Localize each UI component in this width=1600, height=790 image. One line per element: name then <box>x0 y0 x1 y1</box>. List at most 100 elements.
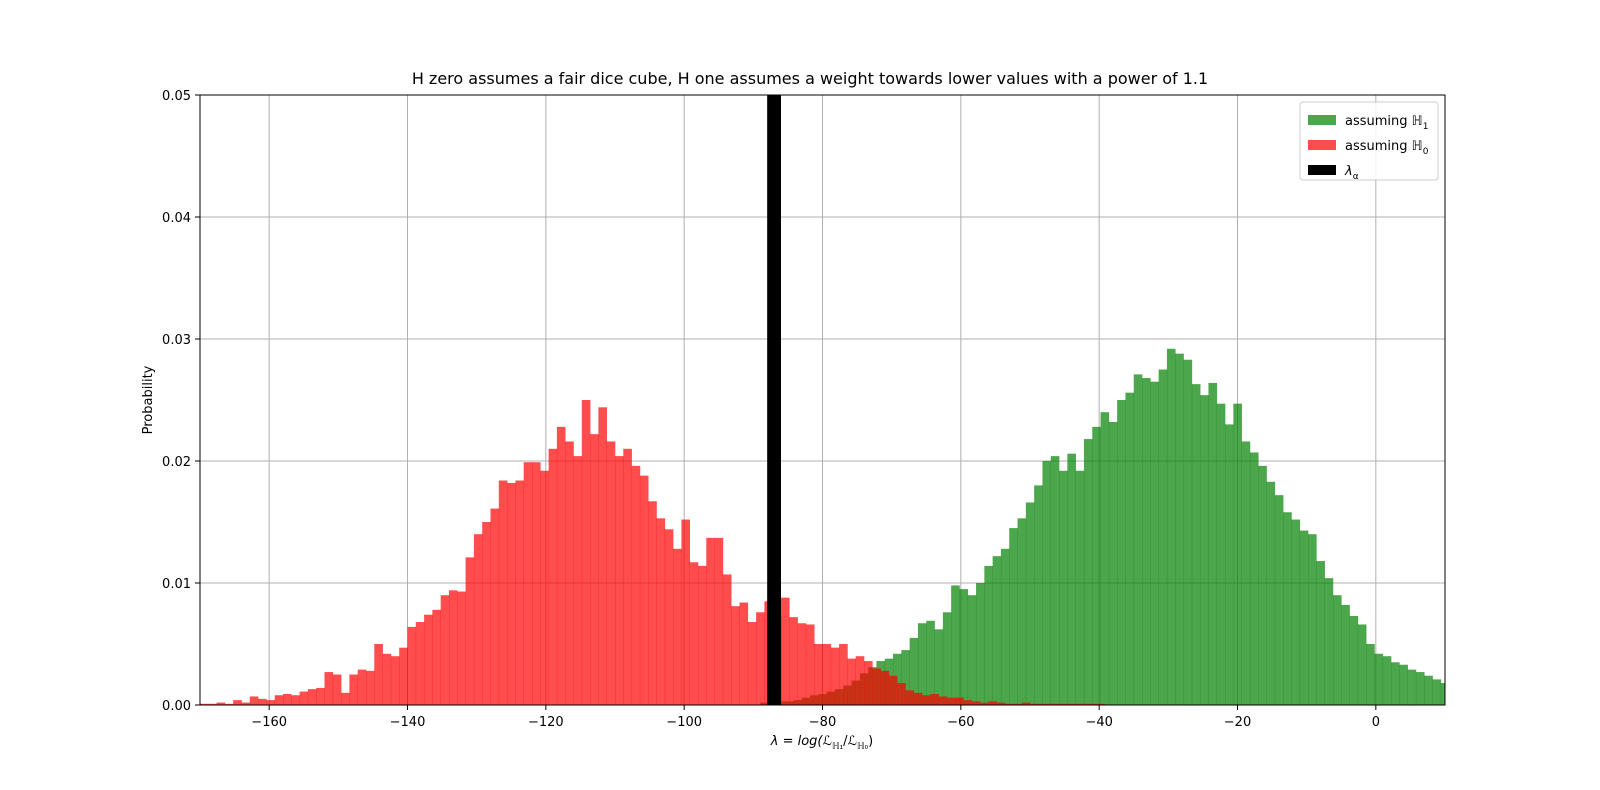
bar-h1 <box>1059 470 1068 705</box>
bar-h0 <box>465 557 475 705</box>
bar-h1 <box>1266 481 1276 705</box>
bar-h0 <box>722 574 732 705</box>
bar-h0 <box>789 617 798 705</box>
bar-h1 <box>1100 412 1110 705</box>
bar-h1 <box>1299 530 1309 705</box>
bar-h1 <box>926 620 935 705</box>
bar-h1 <box>1042 461 1052 705</box>
y-tick-label: 0.00 <box>162 699 191 714</box>
bar-h0 <box>291 695 300 705</box>
bar-h0 <box>1046 703 1056 705</box>
bar-h1 <box>1117 400 1126 705</box>
bar-h0 <box>233 700 242 705</box>
bar-h0 <box>905 690 915 705</box>
bar-h0 <box>639 475 649 705</box>
bar-h1 <box>1017 518 1027 705</box>
bar-h1 <box>1332 595 1342 705</box>
bar-h0 <box>872 668 881 705</box>
bar-h0 <box>283 694 292 705</box>
legend-entry-h0-swatch <box>1308 140 1336 150</box>
bar-h0 <box>532 462 541 705</box>
bar-h0 <box>457 591 466 705</box>
bar-h0 <box>573 456 583 705</box>
bar-h1 <box>967 595 977 705</box>
bar-h0 <box>880 670 890 705</box>
bar-h1 <box>1440 683 1446 705</box>
bar-h0 <box>606 441 616 705</box>
x-tick-label: −60 <box>947 715 974 730</box>
bar-h0 <box>507 482 516 705</box>
bar-h1 <box>1175 353 1184 705</box>
bar-h0 <box>980 702 989 705</box>
bar-h1 <box>1316 561 1325 705</box>
bar-h0 <box>482 522 491 705</box>
bar-h1 <box>1191 384 1201 705</box>
legend-entry-threshold-label: λα <box>1344 164 1359 182</box>
bar-h0 <box>299 691 309 705</box>
bar-h0 <box>623 448 632 705</box>
bar-h0 <box>266 700 275 705</box>
bar-h0 <box>366 670 375 705</box>
bar-h0 <box>424 614 433 705</box>
bar-h1 <box>992 556 1002 705</box>
bar-h1 <box>1374 653 1384 705</box>
bar-h1 <box>1349 615 1359 705</box>
bar-h0 <box>249 696 259 705</box>
bar-h0 <box>374 644 383 705</box>
bar-h0 <box>747 622 757 705</box>
bar-h0 <box>648 501 657 705</box>
x-tick-label: −20 <box>1224 715 1251 730</box>
bar-h0 <box>947 697 956 705</box>
bar-h0 <box>855 656 865 705</box>
bar-h0 <box>581 400 591 705</box>
x-tick-label: −120 <box>528 715 564 730</box>
bar-h0 <box>971 701 981 705</box>
bar-h0 <box>216 702 226 705</box>
x-tick-label: −40 <box>1085 715 1112 730</box>
bar-h0 <box>540 470 549 705</box>
bar-h0 <box>316 687 325 705</box>
bar-h0 <box>590 434 599 705</box>
bar-h1 <box>1233 403 1242 705</box>
bar-h0 <box>698 565 707 705</box>
bar-h1 <box>1249 452 1259 705</box>
bar-h0 <box>839 644 848 705</box>
bar-h1 <box>1125 392 1135 705</box>
bar-h0 <box>955 697 964 705</box>
bar-h0 <box>1096 703 1105 705</box>
bar-h0 <box>440 595 450 705</box>
bar-h0 <box>432 609 441 705</box>
bar-h1 <box>1158 369 1168 705</box>
bar-h0 <box>731 606 740 705</box>
bar-h0 <box>930 694 939 705</box>
bar-h0 <box>1063 703 1072 705</box>
bar-h1 <box>1391 662 1400 705</box>
y-tick-label: 0.04 <box>162 211 191 226</box>
bar-h1 <box>1324 578 1334 705</box>
bar-h0 <box>963 700 973 705</box>
x-tick-label: −140 <box>390 715 426 730</box>
bar-h0 <box>382 653 392 705</box>
bar-h0 <box>805 624 815 705</box>
bar-h0 <box>1013 703 1022 705</box>
x-axis-label: λ = log(ℒℍ₁/ℒℍ₀) <box>770 734 873 752</box>
bar-h1 <box>1225 424 1234 705</box>
bar-h0 <box>615 456 624 705</box>
bar-h0 <box>847 658 856 705</box>
bar-h1 <box>901 650 910 705</box>
bar-h0 <box>922 695 931 705</box>
bar-h0 <box>822 644 832 705</box>
bar-h0 <box>756 612 765 705</box>
bar-h1 <box>959 589 969 705</box>
bar-h0 <box>1005 703 1014 705</box>
bar-h0 <box>830 647 840 705</box>
threshold-bar <box>767 95 781 705</box>
bar-h1 <box>1407 669 1417 705</box>
bar-h0 <box>988 701 998 705</box>
x-tick-label: −160 <box>251 715 287 730</box>
bar-h1 <box>1415 672 1425 705</box>
y-tick-label: 0.01 <box>162 577 191 592</box>
bar-h0 <box>598 407 607 705</box>
x-tick-label: −100 <box>666 715 702 730</box>
bar-h0 <box>1021 702 1031 705</box>
